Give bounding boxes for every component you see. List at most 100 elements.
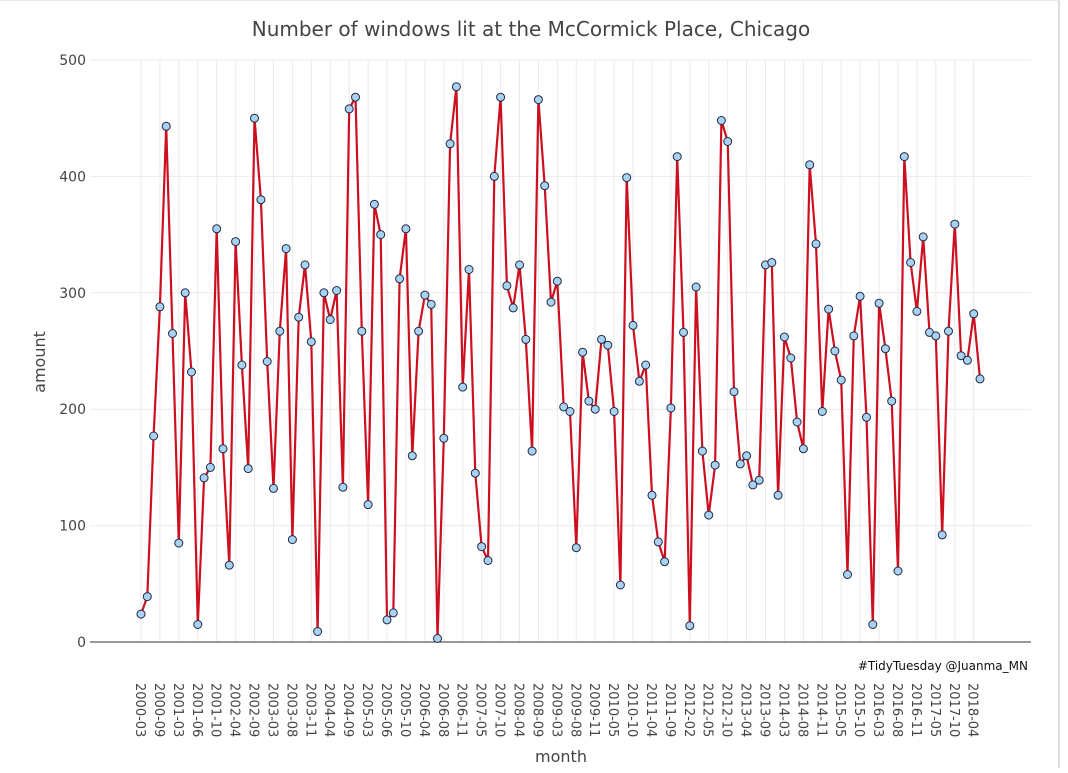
- data-point[interactable]: [647, 490, 657, 500]
- data-point[interactable]: [944, 326, 953, 336]
- data-point[interactable]: [161, 121, 171, 131]
- data-point[interactable]: [357, 326, 367, 336]
- data-point[interactable]: [420, 290, 430, 300]
- data-point[interactable]: [376, 230, 386, 240]
- data-point[interactable]: [691, 282, 701, 292]
- data-point[interactable]: [868, 620, 878, 629]
- data-point[interactable]: [931, 331, 941, 341]
- data-point[interactable]: [843, 570, 852, 579]
- data-point[interactable]: [609, 407, 619, 416]
- data-point[interactable]: [849, 331, 859, 341]
- data-point[interactable]: [313, 627, 323, 636]
- data-point[interactable]: [489, 171, 499, 181]
- data-point[interactable]: [824, 304, 834, 314]
- data-point[interactable]: [168, 329, 177, 338]
- data-point[interactable]: [830, 346, 840, 356]
- data-point[interactable]: [369, 199, 379, 209]
- data-point[interactable]: [155, 302, 165, 312]
- data-point[interactable]: [918, 232, 928, 242]
- data-point[interactable]: [325, 315, 335, 325]
- data-point[interactable]: [792, 417, 802, 427]
- data-point[interactable]: [496, 92, 506, 102]
- data-point[interactable]: [975, 374, 985, 384]
- data-point[interactable]: [628, 320, 638, 330]
- data-point[interactable]: [533, 95, 543, 105]
- data-point[interactable]: [906, 258, 916, 267]
- data-point[interactable]: [205, 462, 215, 472]
- data-point[interactable]: [294, 312, 304, 322]
- data-point[interactable]: [805, 160, 815, 170]
- data-point[interactable]: [351, 92, 360, 102]
- data-point[interactable]: [464, 265, 474, 274]
- data-point[interactable]: [937, 530, 947, 540]
- data-point[interactable]: [912, 306, 922, 316]
- data-point[interactable]: [439, 433, 449, 443]
- data-point[interactable]: [660, 557, 670, 567]
- data-point[interactable]: [395, 274, 405, 284]
- data-point[interactable]: [332, 286, 342, 295]
- data-point[interactable]: [641, 360, 651, 370]
- data-point[interactable]: [956, 351, 966, 361]
- data-point[interactable]: [256, 195, 266, 205]
- data-point[interactable]: [634, 376, 644, 386]
- data-point[interactable]: [218, 444, 228, 454]
- data-point[interactable]: [224, 560, 234, 570]
- data-point[interactable]: [287, 535, 297, 545]
- data-point[interactable]: [388, 608, 398, 618]
- data-point[interactable]: [546, 297, 556, 307]
- data-point[interactable]: [622, 173, 632, 183]
- data-point[interactable]: [319, 288, 329, 298]
- data-point[interactable]: [710, 460, 720, 470]
- data-point[interactable]: [275, 326, 285, 336]
- data-point[interactable]: [470, 468, 480, 478]
- data-point[interactable]: [243, 464, 253, 474]
- data-point[interactable]: [817, 407, 827, 416]
- data-point[interactable]: [451, 82, 461, 92]
- data-point[interactable]: [540, 181, 550, 191]
- data-point[interactable]: [401, 224, 411, 234]
- data-point[interactable]: [773, 490, 783, 500]
- data-point[interactable]: [250, 113, 259, 123]
- data-point[interactable]: [180, 288, 190, 298]
- data-point[interactable]: [653, 537, 663, 547]
- data-point[interactable]: [590, 404, 600, 414]
- data-point[interactable]: [338, 482, 348, 492]
- data-point[interactable]: [584, 396, 594, 406]
- data-point[interactable]: [615, 580, 625, 590]
- data-point[interactable]: [149, 431, 159, 441]
- data-point[interactable]: [893, 566, 903, 576]
- data-point[interactable]: [578, 347, 588, 357]
- data-point[interactable]: [685, 621, 695, 631]
- data-point[interactable]: [199, 473, 209, 483]
- data-point[interactable]: [174, 538, 184, 548]
- data-point[interactable]: [559, 402, 569, 412]
- data-point[interactable]: [136, 609, 146, 619]
- data-point[interactable]: [187, 367, 196, 377]
- data-point[interactable]: [571, 543, 581, 553]
- data-point[interactable]: [521, 334, 531, 344]
- data-point[interactable]: [742, 451, 752, 461]
- data-point[interactable]: [237, 360, 247, 370]
- data-point[interactable]: [874, 298, 884, 308]
- data-point[interactable]: [666, 403, 676, 413]
- data-point[interactable]: [407, 451, 417, 461]
- data-point[interactable]: [899, 152, 909, 162]
- data-point[interactable]: [603, 340, 613, 350]
- data-point[interactable]: [483, 556, 493, 565]
- data-point[interactable]: [565, 407, 575, 416]
- data-point[interactable]: [735, 459, 745, 469]
- data-point[interactable]: [754, 475, 764, 485]
- data-point[interactable]: [723, 137, 733, 146]
- data-point[interactable]: [552, 276, 562, 286]
- data-point[interactable]: [344, 104, 354, 114]
- data-point[interactable]: [855, 291, 865, 301]
- data-point[interactable]: [672, 152, 682, 162]
- data-point[interactable]: [212, 224, 222, 234]
- data-point[interactable]: [477, 542, 487, 552]
- data-point[interactable]: [798, 444, 808, 454]
- data-point[interactable]: [458, 382, 468, 392]
- data-point[interactable]: [767, 258, 777, 267]
- data-point[interactable]: [426, 299, 436, 309]
- data-point[interactable]: [697, 446, 707, 456]
- data-point[interactable]: [748, 480, 758, 490]
